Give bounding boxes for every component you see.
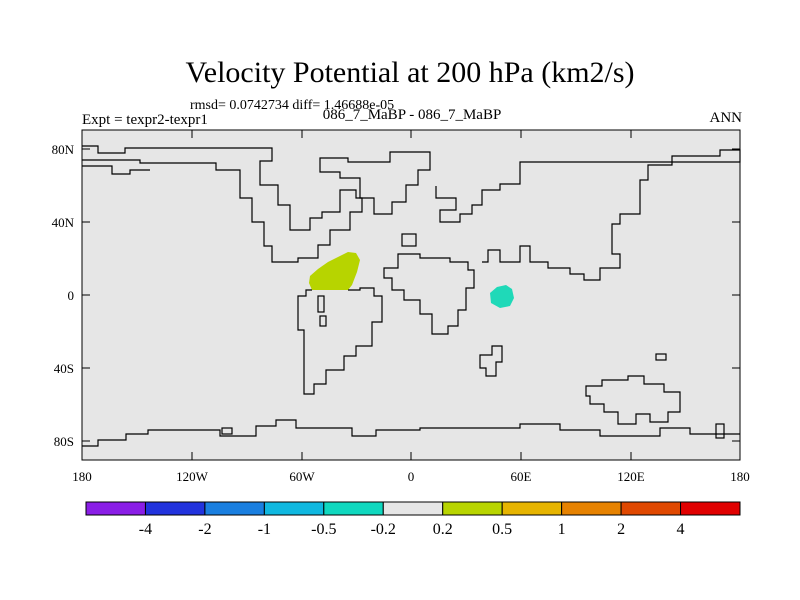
alaska-coast xyxy=(82,165,150,175)
lon-tick-label: 180 xyxy=(730,469,750,484)
lon-tick-label: 120W xyxy=(176,469,209,484)
lat-tick-label: 80N xyxy=(52,142,75,157)
madagascar-coast xyxy=(479,345,503,377)
eurasia-coast xyxy=(435,149,741,281)
colorbar-swatch xyxy=(620,501,682,516)
colorbar-label: 0.5 xyxy=(492,521,512,538)
lon-tick-label: 0 xyxy=(408,469,415,484)
stats-label: rmsd= 0.0742734 diff= 1.46688e-05 xyxy=(190,98,394,113)
africa-coast xyxy=(383,253,475,335)
lat-tick-label: 0 xyxy=(68,288,75,303)
negative-anomaly-indian xyxy=(490,285,514,308)
comparison-label: 086_7_MaBP - 086_7_MaBP xyxy=(323,107,502,123)
colorbar-label: 1 xyxy=(558,521,566,538)
colorbar-swatch xyxy=(501,501,563,516)
colorbar-label: -1 xyxy=(258,521,271,538)
colorbar-swatch xyxy=(442,501,503,516)
lat-axis: 80N 40N 0 40S 80S xyxy=(52,142,75,449)
colorbar-swatch xyxy=(144,501,206,516)
lon-axis: 180 120W 60W 0 60E 120E 180 xyxy=(72,469,750,484)
north-america-coast xyxy=(82,145,363,263)
coastlines xyxy=(82,145,741,447)
south-america-coast xyxy=(297,287,383,395)
positive-anomaly-atlantic xyxy=(309,252,360,290)
colorbar-swatch xyxy=(204,501,265,516)
colorbar-label: -0.2 xyxy=(371,521,396,538)
colorbar-swatch xyxy=(323,501,384,516)
colorbar-label: 4 xyxy=(677,521,685,538)
island-small-atlantic-2 xyxy=(319,315,327,327)
lon-tick-label: 120E xyxy=(617,469,645,484)
island-caribbean xyxy=(401,233,417,247)
colorbar-swatch xyxy=(85,501,146,516)
greenland-coast xyxy=(319,151,431,215)
island-small-atlantic xyxy=(317,295,325,313)
antarctica-coast xyxy=(82,419,740,447)
lat-tick-label: 80S xyxy=(54,434,74,449)
lon-tick-label: 60W xyxy=(289,469,315,484)
colorbar-label: 2 xyxy=(617,521,625,538)
season-label: ANN xyxy=(710,110,743,126)
lon-tick-label: 60E xyxy=(511,469,532,484)
colorbar-label: -4 xyxy=(139,521,152,538)
island-antarctic-peninsula xyxy=(221,427,233,435)
lat-tick-label: 40S xyxy=(54,361,74,376)
colorbar-label: 0.2 xyxy=(433,521,453,538)
lat-tick-label: 40N xyxy=(52,215,75,230)
colorbar-label: -2 xyxy=(198,521,211,538)
island-new-guinea xyxy=(655,353,667,361)
experiment-label: Expt = texpr2-texpr1 xyxy=(82,112,208,128)
colorbar-swatch xyxy=(382,501,444,516)
island-new-zealand xyxy=(715,423,725,439)
axis-ticks xyxy=(82,130,740,460)
lon-tick-label: 180 xyxy=(72,469,92,484)
colorbar-label: -0.5 xyxy=(311,521,336,538)
australia-coast xyxy=(585,375,681,425)
map-panel: 80N 40N 0 40S 80S 180 120W 60W 0 60E 120… xyxy=(52,129,750,484)
colorbar-swatch xyxy=(263,501,325,516)
colorbar: -4 -2 -1 -0.5 -0.2 0.2 0.5 1 2 4 xyxy=(85,501,741,538)
page-title: Velocity Potential at 200 hPa (km2/s) xyxy=(185,56,634,89)
colorbar-swatch xyxy=(680,501,741,516)
colorbar-swatch xyxy=(561,501,622,516)
